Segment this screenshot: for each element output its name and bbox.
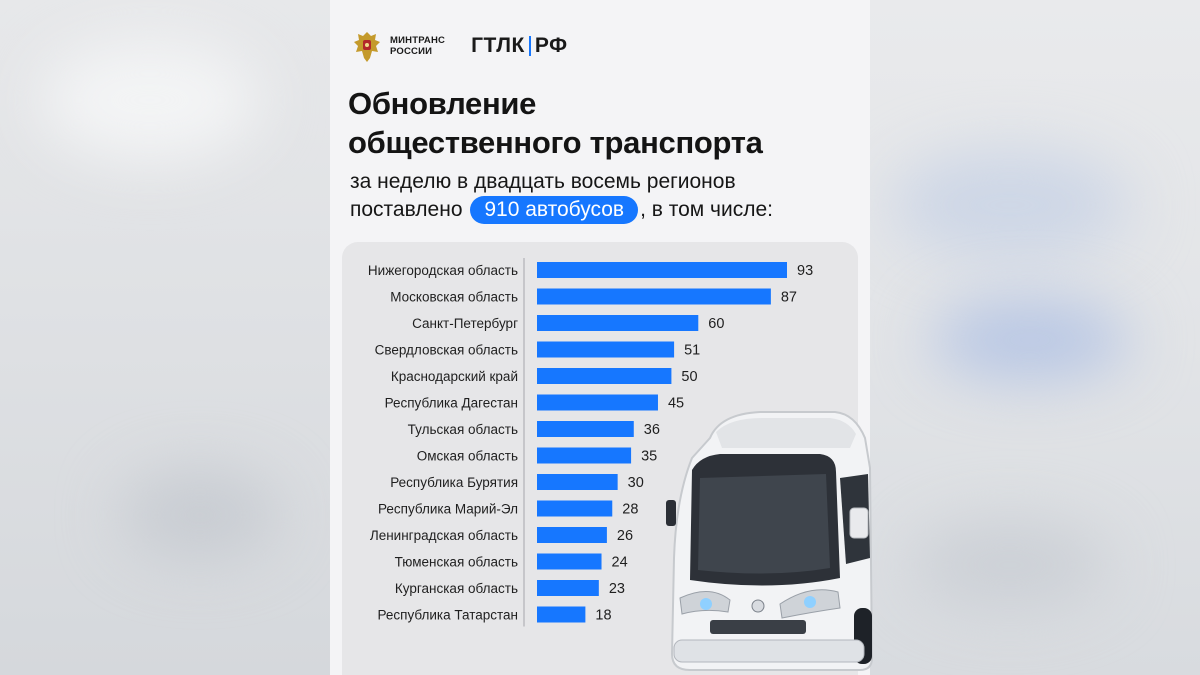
bar xyxy=(537,368,672,384)
category-label: Омская область xyxy=(417,449,518,464)
bar xyxy=(537,527,607,543)
logo-separator xyxy=(528,36,531,56)
background-right xyxy=(870,0,1200,675)
bar xyxy=(537,262,787,278)
ministry-name: МИНТРАНС РОССИИ xyxy=(390,35,445,57)
bar xyxy=(537,421,634,437)
value-label: 60 xyxy=(708,316,724,332)
page-title: Обновление общественного транспорта xyxy=(348,84,763,162)
subtitle-line-1: за неделю в двадцать восемь регионов xyxy=(350,170,736,193)
value-label: 28 xyxy=(622,502,638,518)
bar xyxy=(537,580,599,596)
value-label: 26 xyxy=(617,528,633,544)
value-label: 30 xyxy=(628,475,644,491)
category-label: Республика Бурятия xyxy=(390,475,518,490)
bar xyxy=(537,474,618,490)
ministry-line-1: МИНТРАНС xyxy=(390,35,446,46)
category-label: Тюменская область xyxy=(395,555,518,570)
bus-photo xyxy=(666,411,874,671)
subtitle-line-2: поставлено 910 автобусов, в том числе: xyxy=(350,196,773,224)
subtitle-before: поставлено xyxy=(350,198,463,221)
category-label: Ленинградская область xyxy=(370,528,518,543)
bar-chart: Нижегородская область 93 Московская област… xyxy=(368,258,813,627)
bar xyxy=(537,288,771,305)
value-label: 23 xyxy=(609,581,625,597)
logo-row: МИНТРАНС РОССИИ ГТЛК РФ xyxy=(350,28,568,64)
category-label: Краснодарский край xyxy=(391,369,518,384)
bar xyxy=(537,447,632,464)
bar xyxy=(537,553,602,570)
bar xyxy=(537,315,699,331)
category-label: Санкт-Петербург xyxy=(412,316,518,331)
subtitle: за неделю в двадцать восемь регионов пос… xyxy=(350,168,773,224)
value-label: 35 xyxy=(641,449,657,465)
category-label: Республика Татарстан xyxy=(377,608,518,623)
value-label: 87 xyxy=(781,290,797,306)
value-label: 24 xyxy=(612,555,628,571)
subtitle-after: , в том числе: xyxy=(640,198,773,221)
title-line-1: Обновление xyxy=(348,86,537,121)
category-label: Республика Марий-Эл xyxy=(378,502,518,517)
highlight-badge: 910 автобусов xyxy=(470,196,639,224)
company-logo: ГТЛК РФ xyxy=(471,34,567,58)
value-label: 18 xyxy=(595,608,611,624)
company-logo-left: ГТЛК xyxy=(471,34,525,57)
category-label: Московская область xyxy=(390,290,518,305)
value-label: 45 xyxy=(668,396,684,412)
bar xyxy=(537,341,675,358)
value-label: 36 xyxy=(644,422,660,438)
bar xyxy=(537,500,613,517)
title-line-2: общественного транспорта xyxy=(348,125,763,160)
company-logo-right: РФ xyxy=(534,34,568,57)
value-label: 93 xyxy=(797,263,813,279)
emblem-icon xyxy=(354,32,380,62)
value-label: 50 xyxy=(681,369,697,385)
background-left xyxy=(0,0,330,675)
category-label: Нижегородская область xyxy=(368,263,518,278)
bar xyxy=(537,394,658,411)
value-label: 51 xyxy=(684,343,700,359)
ministry-line-2: РОССИИ xyxy=(390,46,433,57)
category-label: Республика Дагестан xyxy=(385,396,518,411)
category-label: Курганская область xyxy=(395,581,518,596)
category-label: Тульская область xyxy=(408,422,518,437)
category-label: Свердловская область xyxy=(375,343,518,358)
bar xyxy=(537,606,586,623)
